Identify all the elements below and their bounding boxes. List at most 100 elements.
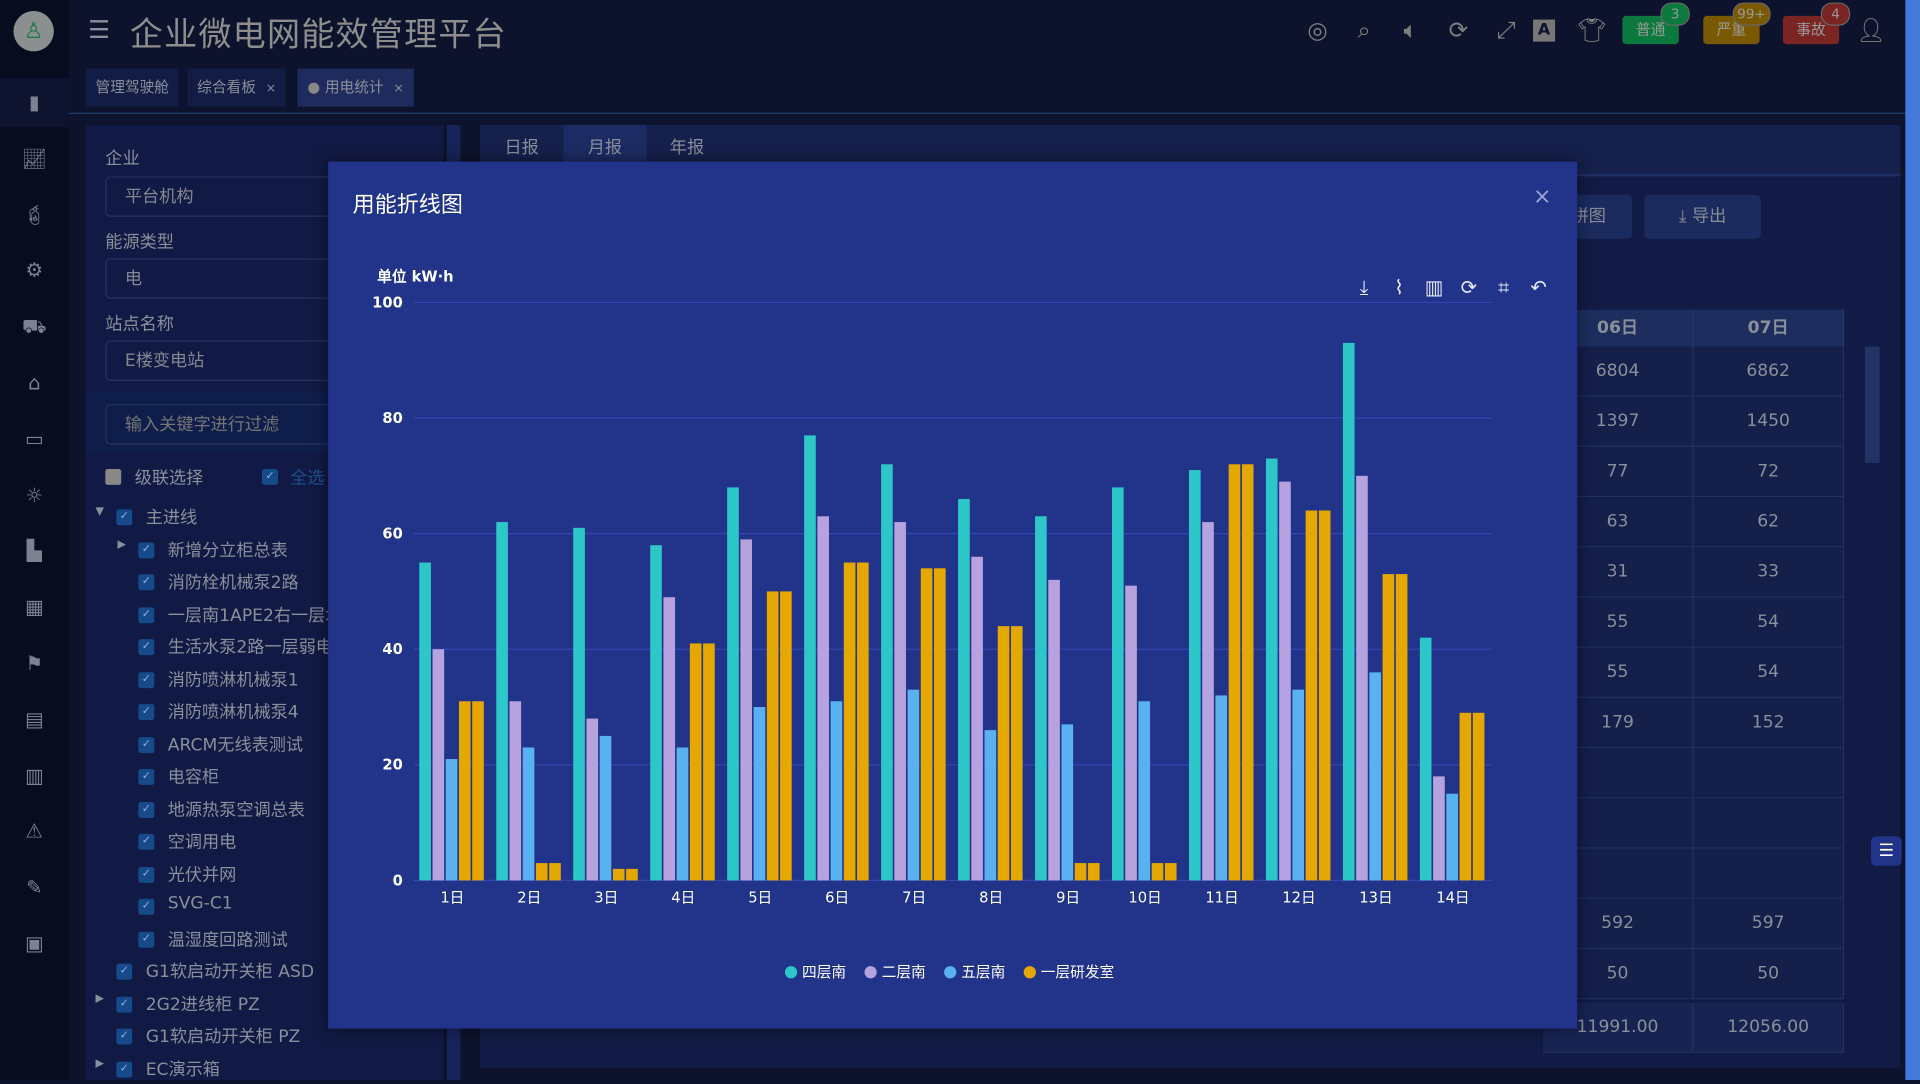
tree-checkbox[interactable]: ✓ xyxy=(138,574,155,591)
tree-checkbox[interactable]: ✓ xyxy=(116,963,133,980)
menu-toggle-icon[interactable]: ☰ xyxy=(88,14,111,45)
close-icon[interactable]: × xyxy=(1533,183,1552,210)
lifebuoy-icon[interactable]: ◎ xyxy=(1307,17,1328,45)
sidebar-meter-icon[interactable]: ▥ xyxy=(25,763,44,787)
tree-item[interactable]: ✓ 一层南1APE2右一层北 xyxy=(86,598,444,630)
tab-cockpit[interactable]: 管理驾驶舱 xyxy=(85,68,179,107)
settings-sliders-button[interactable]: ☰ xyxy=(1871,836,1902,866)
tree-item[interactable]: ▶ ✓ EC演示箱 xyxy=(86,1052,444,1084)
close-icon[interactable]: × xyxy=(393,82,404,96)
sidebar-grid-icon[interactable]: ▦ xyxy=(25,595,44,619)
cascade-checkbox[interactable] xyxy=(105,468,122,485)
tree-checkbox[interactable]: ✓ xyxy=(138,931,155,948)
tree-item[interactable]: ✓ 消防喷淋机械泵4 xyxy=(86,696,444,728)
tree-checkbox[interactable]: ✓ xyxy=(116,509,133,526)
expand-arrow-icon[interactable]: ▶ xyxy=(95,992,104,1005)
sidebar-trend-icon[interactable]: 📈︎ xyxy=(21,146,47,170)
select-all-checkbox[interactable]: ✓ xyxy=(262,468,278,485)
bar xyxy=(458,701,471,881)
sidebar-edit-icon[interactable]: ✎ xyxy=(26,875,43,900)
bar xyxy=(997,626,1010,881)
tree-item[interactable]: ✓ G1软启动开关柜 PZ xyxy=(86,1020,444,1052)
sidebar-list-icon[interactable]: ▤ xyxy=(25,707,44,731)
tree-checkbox[interactable]: ✓ xyxy=(138,866,155,883)
tree-checkbox[interactable]: ✓ xyxy=(138,801,155,818)
tree-checkbox[interactable]: ✓ xyxy=(138,639,155,656)
tree-item-label: 空调用电 xyxy=(167,832,237,853)
user-icon[interactable]: 👤︎ xyxy=(1856,17,1886,45)
zoom-reset-icon[interactable]: ↶ xyxy=(1530,276,1546,299)
tab-daily[interactable]: 日报 xyxy=(504,138,539,158)
tree-item[interactable]: ✓ 消防栓机械泵2路 xyxy=(86,566,444,598)
button-label: 导出 xyxy=(1692,206,1727,227)
tree-item[interactable]: ✓ SVG-C1 xyxy=(86,890,444,922)
tree-checkbox[interactable]: ✓ xyxy=(138,736,155,753)
bar xyxy=(496,522,508,881)
zoom-icon[interactable]: ⌗ xyxy=(1498,276,1509,299)
sidebar-building-icon[interactable]: ⌂ xyxy=(28,371,41,395)
download-icon[interactable]: ⤓ xyxy=(1360,276,1369,299)
expand-arrow-icon[interactable]: ▼ xyxy=(95,505,104,518)
tab-dashboard[interactable]: 综合看板 × xyxy=(187,68,286,107)
tree-checkbox[interactable]: ✓ xyxy=(116,996,133,1013)
bar xyxy=(984,730,997,881)
sidebar-light-icon[interactable]: ☼ xyxy=(25,483,44,507)
sidebar-stats-icon[interactable]: ▮ xyxy=(0,78,69,128)
restore-icon[interactable]: ⟳ xyxy=(1461,276,1477,299)
sidebar-flag-icon[interactable]: ⚑ xyxy=(25,651,44,675)
sidebar-vehicle-icon[interactable]: ⛟ xyxy=(21,314,47,339)
expand-arrow-icon[interactable]: ▶ xyxy=(95,1057,104,1070)
translate-icon[interactable]: A xyxy=(1533,19,1556,42)
sidebar-device-icon[interactable]: ⚙ xyxy=(25,258,44,283)
table-cell: 72 xyxy=(1693,446,1845,498)
line-chart-icon[interactable]: ⌇ xyxy=(1394,276,1404,299)
tree-checkbox[interactable]: ✓ xyxy=(116,1061,133,1077)
bar xyxy=(1151,863,1164,881)
close-icon[interactable]: × xyxy=(265,82,277,96)
tree-checkbox[interactable]: ✓ xyxy=(116,1028,133,1045)
tree-item[interactable]: ✓ 光伏并网 xyxy=(86,858,444,890)
table-cell: 1450 xyxy=(1693,396,1845,447)
tab-yearly[interactable]: 年报 xyxy=(669,138,705,158)
bar xyxy=(881,464,893,881)
sidebar-alarm-icon[interactable]: ⚠ xyxy=(25,819,44,843)
tree-checkbox[interactable]: ✓ xyxy=(138,671,155,688)
tree-item[interactable]: ✓ 消防喷淋机械泵1 xyxy=(86,663,444,695)
sidebar-monitor-icon[interactable]: ▭ xyxy=(25,427,44,451)
sidebar-extinguisher-icon[interactable]: 🧯︎ xyxy=(21,202,47,227)
tree-checkbox[interactable]: ✓ xyxy=(138,704,155,721)
sidebar-report-icon[interactable]: ▙ xyxy=(26,539,42,563)
tree-checkbox[interactable]: ✓ xyxy=(138,768,155,785)
tree-checkbox[interactable]: ✓ xyxy=(138,898,155,915)
alarm-serious-button[interactable]: 严重 99+ xyxy=(1703,2,1771,45)
volume-icon[interactable]: 🔈︎ xyxy=(1403,17,1418,45)
tree-item[interactable]: ▼ ✓ 主进线 xyxy=(86,501,444,533)
tree-checkbox[interactable]: ✓ xyxy=(138,606,155,623)
tree-item[interactable]: ✓ ARCM无线表测试 xyxy=(86,728,444,760)
tree-checkbox[interactable]: ✓ xyxy=(138,541,155,558)
tree-item[interactable]: ✓ 空调用电 xyxy=(86,825,444,857)
tree-item[interactable]: ✓ 温湿度回路测试 xyxy=(86,923,444,955)
shirt-icon[interactable]: 👕︎ xyxy=(1577,17,1607,45)
tree-checkbox[interactable]: ✓ xyxy=(138,833,155,850)
tree-item[interactable]: ✓ 电容柜 xyxy=(86,760,444,792)
expand-arrow-icon[interactable]: ▶ xyxy=(117,538,127,551)
export-button[interactable]: ⤓ 导出 xyxy=(1644,194,1761,239)
bar xyxy=(740,539,753,881)
sidebar-archive-icon[interactable]: ▣ xyxy=(25,931,44,956)
table-scrollbar[interactable] xyxy=(1864,346,1880,463)
bar-chart-icon[interactable]: ▥ xyxy=(1425,276,1444,299)
alarm-accident-button[interactable]: 事故 4 xyxy=(1782,2,1851,45)
tree-item[interactable]: ▶ ✓ 2G2进线柜 PZ xyxy=(86,988,444,1020)
tree-item[interactable]: ✓ G1软启动开关柜 ASD xyxy=(86,955,444,987)
tree-item-label: SVG-C1 xyxy=(167,893,233,914)
tab-power-stats[interactable]: ● 用电统计 × xyxy=(297,68,414,107)
tree-item[interactable]: ▶ ✓ 新增分立柜总表 xyxy=(86,533,444,565)
fullscreen-icon[interactable]: ⤢ xyxy=(1496,17,1516,45)
tree-item[interactable]: ✓ 生活水泵2路一层弱电 xyxy=(86,631,444,663)
alarm-normal-button[interactable]: 普通 3 xyxy=(1622,2,1690,45)
refresh-icon[interactable]: ⟳ xyxy=(1448,17,1469,45)
search-icon[interactable]: ⌕ xyxy=(1357,17,1371,45)
table-header-cell: 07日 xyxy=(1693,309,1845,347)
tree-item[interactable]: ✓ 地源热泵空调总表 xyxy=(86,793,444,825)
